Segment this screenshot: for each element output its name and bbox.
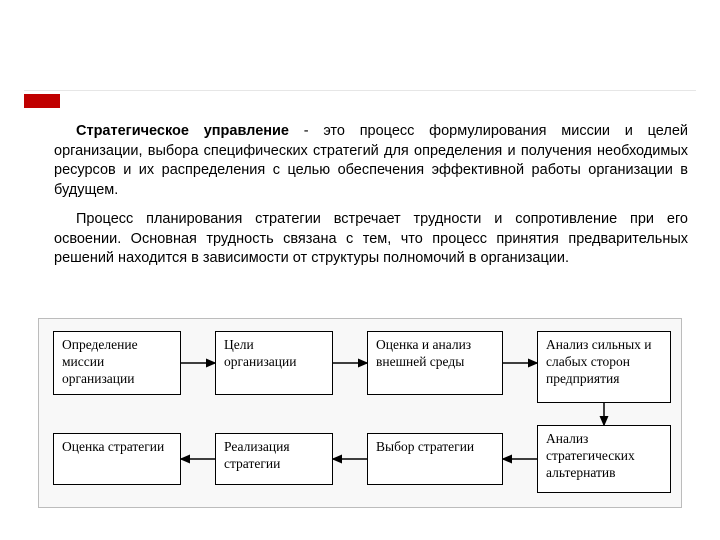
- accent-separator: [24, 90, 696, 91]
- flowchart-node-n6: Реализация стратегии: [215, 433, 333, 485]
- body-text: Стратегическое управление - это процесс …: [54, 122, 688, 279]
- flowchart-node-n7: Выбор стратегии: [367, 433, 503, 485]
- flowchart-node-n1: Определение миссии организации: [53, 331, 181, 395]
- flowchart-node-n5: Оценка стратегии: [53, 433, 181, 485]
- flowchart-node-n2: Цели организации: [215, 331, 333, 395]
- paragraph-2: Процесс планирования стратегии встречает…: [54, 210, 688, 269]
- paragraph-1-lead: Стратегическое управление: [76, 123, 289, 139]
- paragraph-1: Стратегическое управление - это процесс …: [54, 122, 688, 200]
- accent-bar: [24, 94, 60, 108]
- flowchart-node-n8: Анализ стратегических альтернатив: [537, 425, 671, 493]
- flowchart-node-n3: Оценка и анализ внешней среды: [367, 331, 503, 395]
- slide: Стратегическое управление - это процесс …: [0, 0, 720, 540]
- flowchart-node-n4: Анализ сильных и слабых сторон предприят…: [537, 331, 671, 403]
- flowchart: Определение миссии организации Цели орган…: [38, 318, 682, 508]
